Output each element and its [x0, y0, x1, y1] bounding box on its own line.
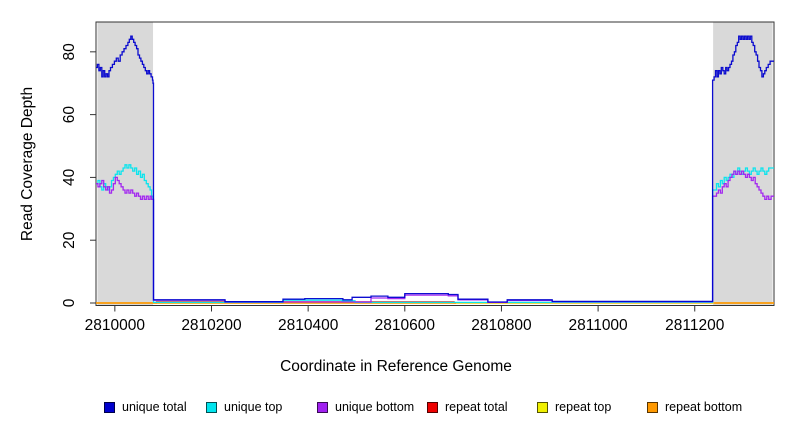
x-tick-label: 2811000	[568, 317, 628, 334]
series-line-unique-bottom	[96, 170, 774, 304]
legend-item-unique-total: unique total	[104, 399, 187, 415]
y-tick-label: 60	[61, 106, 78, 124]
legend-item-unique-top: unique top	[206, 399, 282, 415]
x-tick-label: 2811200	[665, 317, 725, 334]
shaded-region	[713, 22, 773, 306]
legend-label: repeat bottom	[665, 400, 743, 414]
legend-label: unique top	[224, 400, 283, 414]
y-axis-title: Read Coverage Depth	[19, 86, 36, 242]
chart-legend: unique total unique top unique bottom repea…	[0, 399, 792, 421]
legend-swatch-icon	[537, 401, 548, 413]
y-tick-label: 0	[61, 298, 78, 307]
series-line-unique-top	[96, 164, 774, 304]
legend-label: unique bottom	[335, 400, 415, 414]
legend-swatch-icon	[317, 401, 328, 413]
legend-swatch-icon	[206, 401, 217, 413]
series-line-unique-total	[96, 35, 774, 303]
legend-swatch-icon	[104, 401, 115, 413]
x-tick-label: 2810200	[181, 317, 242, 334]
legend-item-repeat-top: repeat top	[537, 399, 611, 415]
y-tick-label: 40	[61, 168, 78, 186]
x-tick-label: 2810000	[85, 317, 146, 334]
x-tick-label: 2810400	[278, 317, 339, 334]
x-tick-label: 2810800	[471, 317, 532, 334]
legend-label: unique total	[122, 400, 187, 414]
x-axis-title: Coordinate in Reference Genome	[280, 358, 512, 375]
plot-border	[95, 21, 775, 306]
legend-item-unique-bottom: unique bottom	[317, 399, 414, 415]
y-tick-label: 20	[61, 231, 78, 249]
y-tick-label: 80	[61, 43, 78, 61]
legend-item-repeat-total: repeat total	[427, 399, 508, 415]
shaded-region	[97, 22, 154, 306]
legend-label: repeat top	[555, 400, 612, 414]
x-tick-label: 2810600	[375, 317, 436, 334]
legend-label: repeat total	[445, 400, 508, 414]
legend-item-repeat-bottom: repeat bottom	[647, 399, 742, 415]
legend-swatch-icon	[427, 401, 438, 413]
legend-swatch-icon	[647, 401, 658, 413]
